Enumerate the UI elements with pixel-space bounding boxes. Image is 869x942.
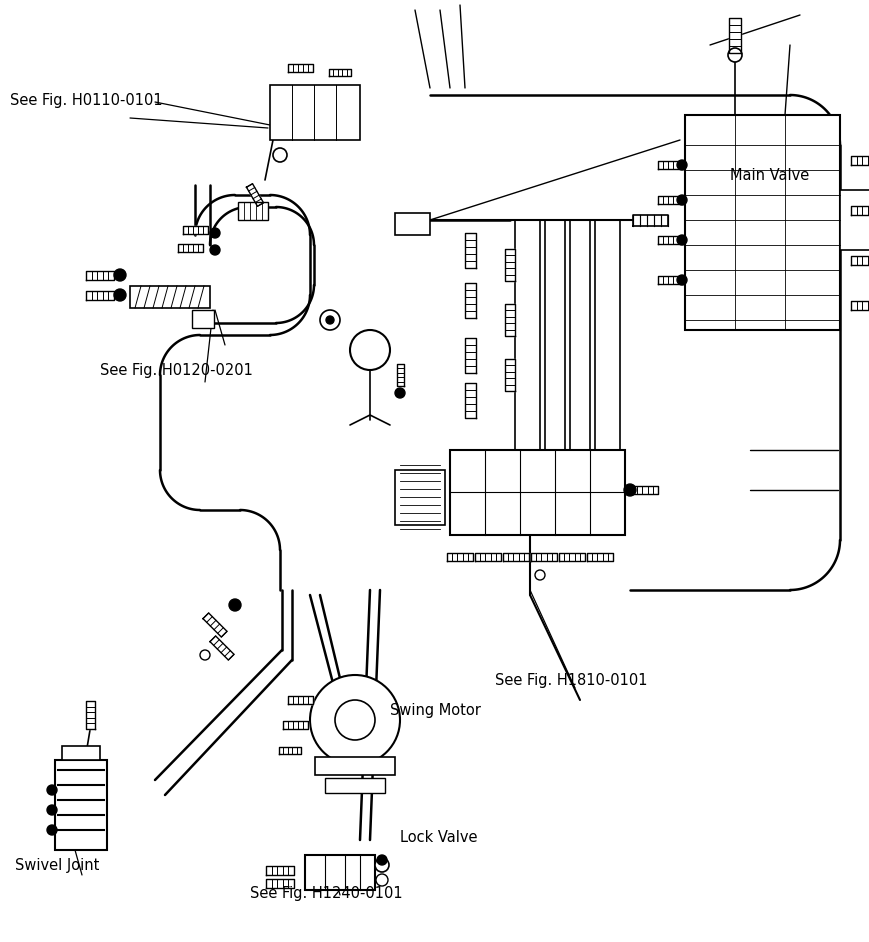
Polygon shape — [266, 879, 294, 887]
Circle shape — [210, 245, 220, 255]
Text: Main Valve: Main Valve — [730, 168, 809, 183]
Bar — [325, 778, 385, 793]
Circle shape — [624, 484, 636, 496]
Bar — [192, 310, 214, 328]
Polygon shape — [465, 283, 475, 317]
Bar — [450, 450, 625, 535]
Text: See Fig. H0110-0101: See Fig. H0110-0101 — [10, 93, 163, 108]
Bar — [130, 286, 210, 308]
Polygon shape — [505, 249, 515, 281]
Polygon shape — [247, 184, 263, 206]
Circle shape — [376, 874, 388, 886]
Polygon shape — [475, 553, 501, 561]
Polygon shape — [85, 701, 95, 729]
Polygon shape — [329, 69, 351, 75]
Polygon shape — [282, 721, 308, 729]
Bar — [395, 213, 430, 235]
Bar — [395, 470, 445, 525]
Circle shape — [677, 235, 687, 245]
Polygon shape — [658, 236, 682, 244]
Polygon shape — [851, 300, 869, 310]
Polygon shape — [851, 155, 869, 165]
Polygon shape — [182, 226, 208, 234]
Polygon shape — [632, 486, 658, 494]
Circle shape — [229, 599, 241, 611]
Circle shape — [47, 785, 57, 795]
Polygon shape — [177, 244, 202, 252]
Polygon shape — [633, 215, 667, 225]
Text: See Fig. H1240-0101: See Fig. H1240-0101 — [250, 886, 402, 901]
Polygon shape — [203, 613, 227, 637]
Polygon shape — [851, 255, 869, 265]
Polygon shape — [266, 866, 294, 874]
Bar — [62, 746, 100, 760]
Polygon shape — [396, 364, 403, 386]
Polygon shape — [279, 746, 301, 754]
Text: See Fig. H1810-0101: See Fig. H1810-0101 — [495, 673, 647, 688]
Circle shape — [273, 148, 287, 162]
Polygon shape — [559, 553, 585, 561]
Polygon shape — [505, 304, 515, 336]
Circle shape — [114, 289, 126, 301]
Bar — [305, 855, 375, 890]
Circle shape — [210, 228, 220, 238]
Polygon shape — [531, 553, 557, 561]
Circle shape — [535, 570, 545, 580]
Circle shape — [326, 316, 334, 324]
Polygon shape — [465, 337, 475, 372]
Circle shape — [47, 825, 57, 835]
Text: Swivel Joint: Swivel Joint — [15, 858, 99, 873]
Polygon shape — [658, 276, 682, 284]
Bar — [840, 190, 869, 250]
Polygon shape — [658, 196, 682, 204]
Circle shape — [677, 275, 687, 285]
Circle shape — [375, 858, 389, 872]
Polygon shape — [465, 233, 475, 268]
Bar — [55, 760, 107, 850]
Circle shape — [335, 700, 375, 740]
Polygon shape — [729, 18, 741, 53]
Polygon shape — [210, 636, 234, 660]
Circle shape — [377, 855, 387, 865]
Polygon shape — [587, 553, 613, 561]
Circle shape — [320, 310, 340, 330]
Text: Lock Valve: Lock Valve — [400, 830, 477, 845]
Polygon shape — [86, 290, 114, 300]
Bar — [315, 757, 395, 775]
Polygon shape — [851, 205, 869, 215]
Circle shape — [114, 269, 126, 281]
Polygon shape — [288, 64, 313, 72]
Circle shape — [728, 48, 742, 62]
Circle shape — [47, 805, 57, 815]
Bar — [270, 85, 360, 140]
Circle shape — [200, 650, 210, 660]
Bar — [238, 202, 268, 220]
Circle shape — [350, 330, 390, 370]
Text: See Fig. H0120-0201: See Fig. H0120-0201 — [100, 363, 253, 378]
Circle shape — [677, 195, 687, 205]
Circle shape — [677, 160, 687, 170]
Polygon shape — [505, 359, 515, 391]
Bar — [685, 115, 840, 330]
Polygon shape — [86, 270, 114, 280]
Circle shape — [310, 675, 400, 765]
Text: Swing Motor: Swing Motor — [390, 703, 481, 718]
Polygon shape — [447, 553, 473, 561]
Circle shape — [395, 388, 405, 398]
Polygon shape — [288, 696, 313, 704]
Polygon shape — [658, 161, 682, 169]
Polygon shape — [503, 553, 529, 561]
Polygon shape — [465, 382, 475, 417]
